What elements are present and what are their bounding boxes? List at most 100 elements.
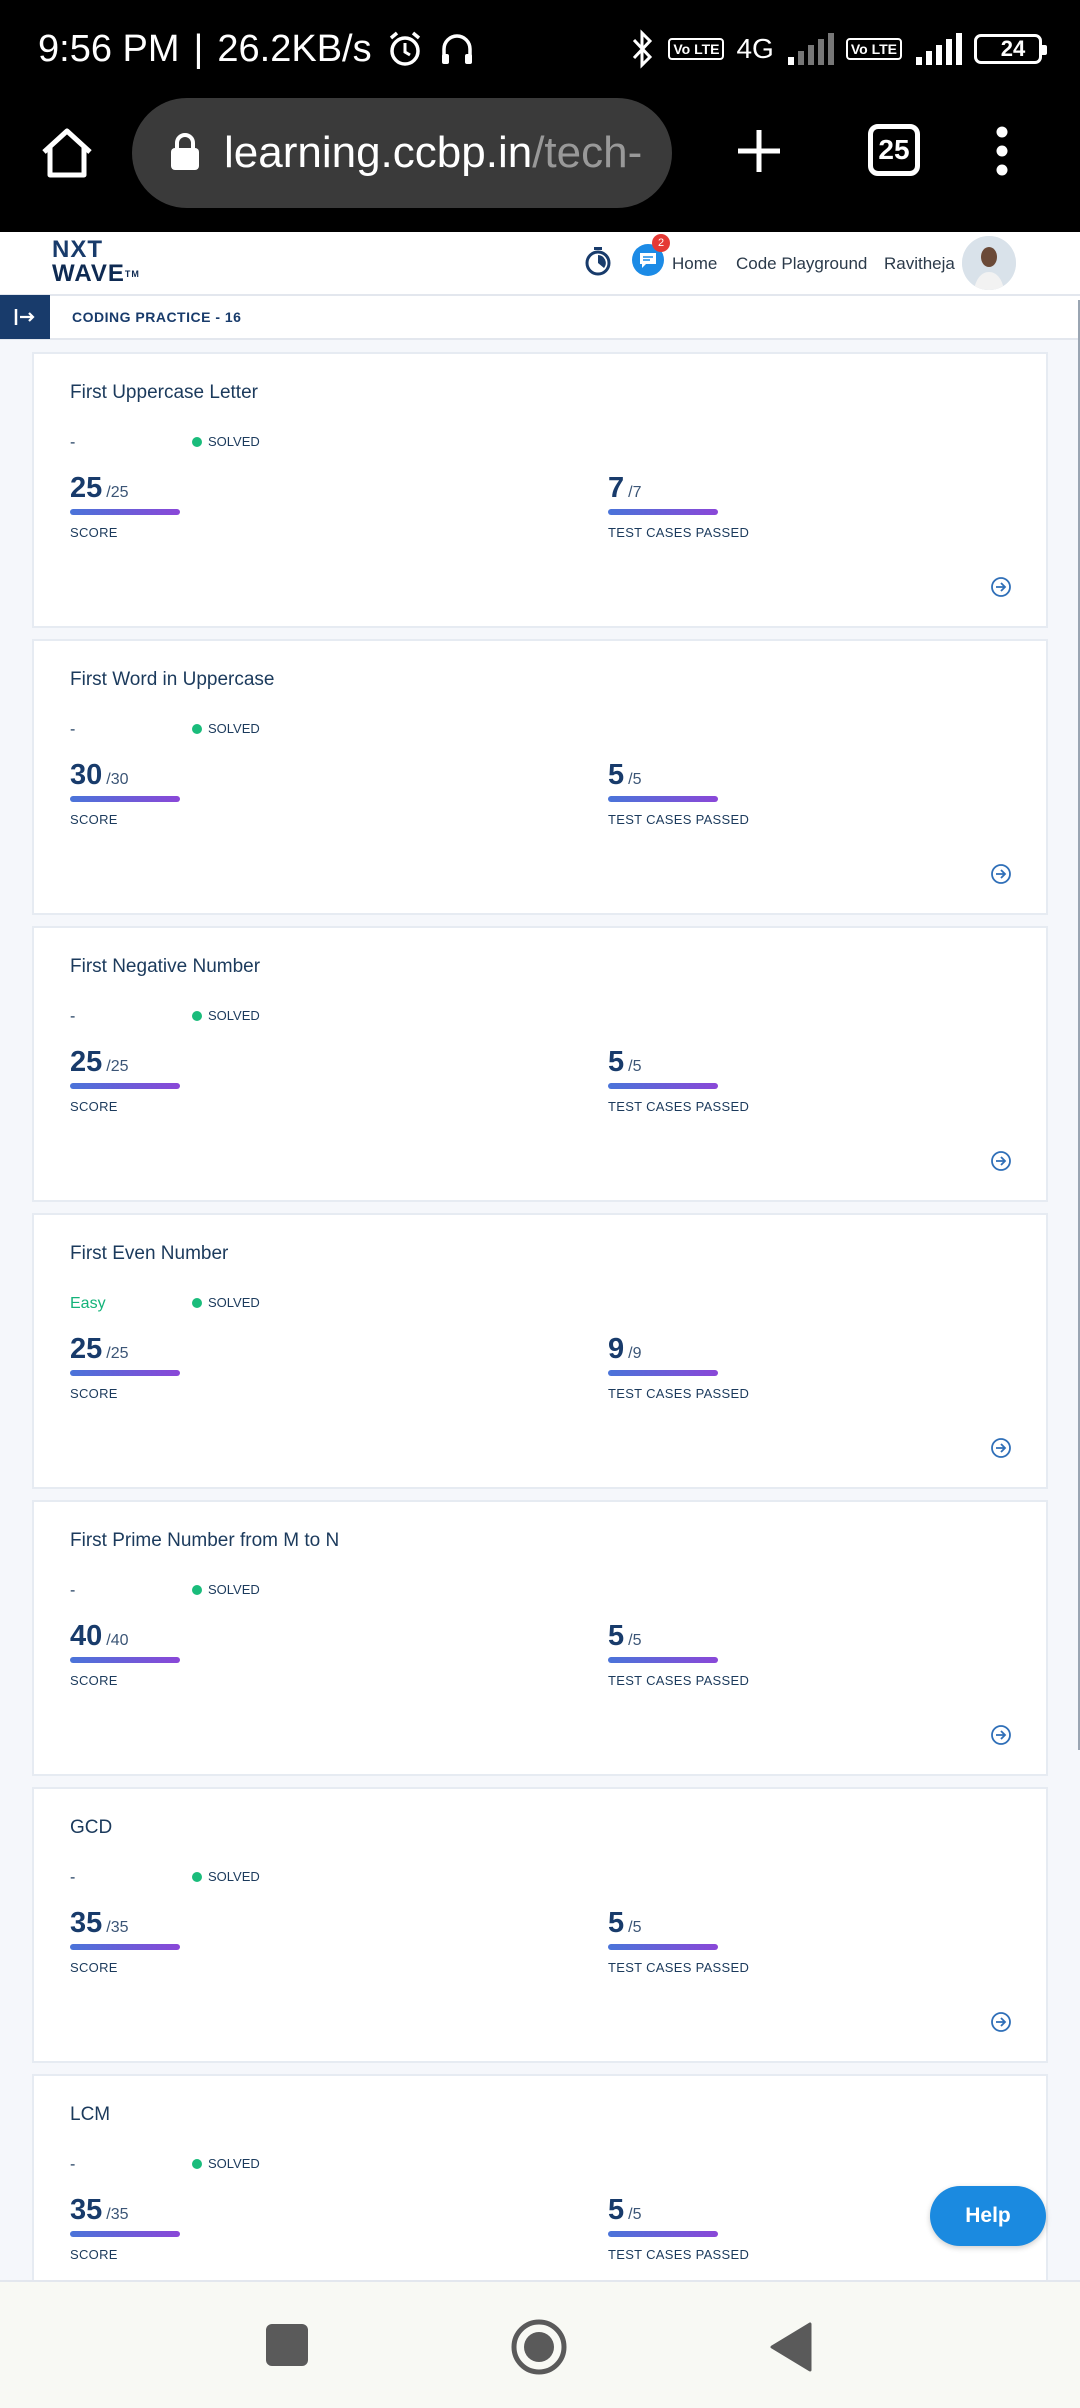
nav-code-playground-link[interactable]: Code Playground	[736, 254, 868, 273]
status-label: SOLVED	[208, 2156, 260, 2171]
battery-level: 24	[1000, 36, 1026, 61]
score-metric: 25/25 SCORE	[70, 472, 180, 540]
arrow-right-circle-icon[interactable]	[990, 863, 1012, 885]
arrow-right-circle-icon[interactable]	[990, 2011, 1012, 2033]
score-progress-bar	[70, 2231, 180, 2237]
sidebar-toggle-button[interactable]	[0, 295, 50, 339]
problem-difficulty: -	[70, 1869, 76, 1886]
score-progress-bar	[70, 1083, 180, 1089]
problem-card[interactable]: First Word in Uppercase - SOLVED 30/30 S…	[32, 639, 1048, 915]
status-badge: SOLVED	[192, 721, 260, 736]
solved-dot-icon	[192, 2158, 202, 2169]
arrow-right-circle-icon[interactable]	[990, 1150, 1012, 1172]
problem-title[interactable]: First Even Number	[70, 1243, 229, 1264]
url-bar[interactable]: learning.ccbp.in/tech-	[132, 98, 672, 208]
tests-progress-bar	[608, 2231, 718, 2237]
solved-dot-icon	[192, 436, 202, 447]
tests-label: TEST CASES PASSED	[608, 1960, 750, 1975]
system-home-icon[interactable]	[510, 2318, 568, 2381]
problem-difficulty: -	[70, 2156, 76, 2173]
tests-metric: 5/5 TEST CASES PASSED	[608, 2194, 749, 2262]
problem-title[interactable]: First Word in Uppercase	[70, 669, 275, 690]
home-icon[interactable]	[38, 124, 96, 187]
problem-difficulty: -	[70, 1582, 76, 1599]
tests-max: /7	[628, 484, 642, 501]
score-progress-bar	[70, 509, 180, 515]
score-max: /30	[106, 771, 129, 788]
problem-title[interactable]: LCM	[70, 2104, 111, 2125]
bluetooth-icon	[630, 29, 656, 69]
battery-icon: 24	[974, 34, 1047, 64]
tests-progress-bar	[608, 1944, 718, 1950]
score-metric: 25/25 SCORE	[70, 1333, 180, 1401]
solved-dot-icon	[192, 1297, 202, 1308]
timer-icon[interactable]	[584, 246, 612, 281]
sub-header: CODING PRACTICE - 16	[0, 295, 1080, 340]
url-text: learning.ccbp.in/tech-	[224, 128, 642, 178]
problem-title[interactable]: First Prime Number from M to N	[70, 1530, 340, 1551]
status-left: 9:56 PM | 26.2KB/s	[38, 28, 476, 71]
headphones-icon	[438, 30, 476, 68]
status-label: SOLVED	[208, 1295, 260, 1310]
problem-card[interactable]: First Even Number Easy SOLVED 25/25 SCOR…	[32, 1213, 1048, 1489]
arrow-right-circle-icon[interactable]	[990, 1724, 1012, 1746]
tests-label: TEST CASES PASSED	[608, 1099, 750, 1114]
tests-label: TEST CASES PASSED	[608, 1386, 750, 1401]
score-max: /35	[106, 1919, 129, 1936]
tests-progress-bar	[608, 1083, 718, 1089]
signal-icon-1	[786, 33, 834, 65]
tests-max: /9	[628, 1345, 642, 1362]
score-label: SCORE	[70, 1960, 118, 1975]
tests-label: TEST CASES PASSED	[608, 1673, 750, 1688]
tests-max: /5	[628, 2206, 642, 2223]
help-button[interactable]: Help	[930, 2186, 1046, 2246]
tests-metric: 5/5 TEST CASES PASSED	[608, 1620, 749, 1688]
tests-max: /5	[628, 1919, 642, 1936]
tab-count-button[interactable]: 25	[868, 124, 920, 176]
browser-toolbar: learning.ccbp.in/tech- 25	[0, 98, 1080, 232]
arrow-right-circle-icon[interactable]	[990, 576, 1012, 598]
tests-metric: 5/5 TEST CASES PASSED	[608, 759, 749, 827]
tests-value: 5	[608, 1046, 625, 1078]
page-title: CODING PRACTICE - 16	[72, 309, 242, 325]
back-icon[interactable]	[770, 2322, 814, 2377]
page-scrollbar[interactable]	[1078, 300, 1080, 1750]
status-bar: 9:56 PM | 26.2KB/s Vo LTE 4G Vo LTE 24	[0, 0, 1080, 98]
status-badge: SOLVED	[192, 2156, 260, 2171]
tests-metric: 9/9 TEST CASES PASSED	[608, 1333, 749, 1401]
alarm-icon	[386, 30, 424, 68]
tests-value: 7	[608, 472, 625, 504]
nav-home-link[interactable]: Home	[672, 254, 718, 273]
user-name[interactable]: Ravitheja	[884, 254, 955, 273]
problem-difficulty: -	[70, 1008, 76, 1025]
status-label: SOLVED	[208, 434, 260, 449]
problem-title[interactable]: First Negative Number	[70, 956, 261, 977]
avatar[interactable]	[962, 236, 1016, 290]
tests-metric: 5/5 TEST CASES PASSED	[608, 1907, 749, 1975]
problem-card[interactable]: GCD - SOLVED 35/35 SCORE 5/5 TEST CASES …	[32, 1787, 1048, 2063]
problem-card[interactable]: First Prime Number from M to N - SOLVED …	[32, 1500, 1048, 1776]
problem-card[interactable]: First Negative Number - SOLVED 25/25 SCO…	[32, 926, 1048, 1202]
status-badge: SOLVED	[192, 434, 260, 449]
status-right: Vo LTE 4G Vo LTE 24	[630, 29, 1047, 69]
status-badge: SOLVED	[192, 1008, 260, 1023]
more-menu-icon[interactable]	[992, 122, 1012, 185]
score-metric: 35/35 SCORE	[70, 2194, 180, 2262]
arrow-right-circle-icon[interactable]	[990, 1437, 1012, 1459]
nxtwave-logo[interactable]: NXT WAVETM	[52, 238, 140, 286]
logo-tm: TM	[124, 269, 140, 279]
tests-value: 5	[608, 2194, 625, 2226]
problem-card[interactable]: First Uppercase Letter - SOLVED 25/25 SC…	[32, 352, 1048, 628]
score-max: /35	[106, 2206, 129, 2223]
problem-title[interactable]: GCD	[70, 1817, 113, 1838]
new-tab-icon[interactable]	[730, 122, 788, 185]
solved-dot-icon	[192, 1010, 202, 1021]
problem-difficulty: -	[70, 434, 76, 451]
score-label: SCORE	[70, 1099, 118, 1114]
score-value: 25	[70, 1333, 103, 1365]
tests-progress-bar	[608, 1657, 718, 1663]
recents-icon[interactable]	[266, 2324, 308, 2366]
tests-value: 9	[608, 1333, 625, 1365]
network-type: 4G	[736, 33, 774, 64]
problem-title[interactable]: First Uppercase Letter	[70, 382, 258, 403]
